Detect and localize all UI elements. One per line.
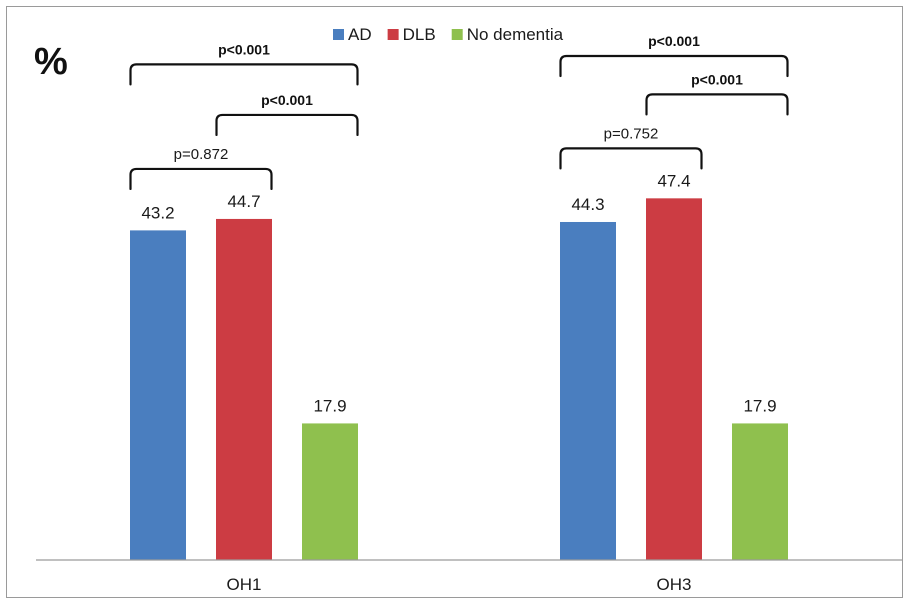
p-value-label: p<0.001 [691, 71, 743, 87]
legend: AD DLB No dementia [333, 25, 564, 44]
value-label: 17.9 [743, 396, 776, 415]
legend-swatch [451, 29, 463, 40]
category-label: OH1 [227, 575, 262, 594]
significance-brackets: p<0.001 p<0.001 p=0.872 p<0.001 p<0.001 p=0.7… [129, 33, 789, 191]
p-value-label: p<0.001 [218, 41, 270, 57]
p-value-label: p<0.001 [648, 33, 700, 49]
significance-bracket [559, 54, 789, 78]
bar-oh1-dlb [216, 218, 272, 560]
p-value-label: p=0.752 [604, 125, 659, 142]
bar-oh3-no-dementia [732, 423, 788, 560]
bar-oh1-no-dementia [302, 423, 358, 560]
value-label: 44.3 [571, 195, 604, 214]
y-axis-unit: % [34, 41, 68, 83]
bar-oh1-ad [130, 230, 186, 560]
significance-bracket [215, 113, 359, 137]
bar-oh3-ad [560, 221, 616, 560]
significance-bracket [645, 93, 789, 116]
value-label: 17.9 [313, 396, 346, 415]
legend-label: DLB [403, 25, 436, 44]
significance-bracket [129, 63, 359, 86]
value-label: 44.7 [227, 192, 260, 211]
value-labels: 43.2 44.7 17.9 44.3 47.4 17.9 [141, 171, 776, 415]
value-label: 47.4 [657, 171, 690, 190]
significance-bracket [559, 147, 703, 170]
bar-oh3-dlb [646, 198, 702, 560]
value-label: 43.2 [141, 203, 174, 222]
category-labels: OH1 OH3 [227, 575, 692, 594]
legend-label: AD [348, 25, 372, 44]
bars [130, 198, 788, 560]
p-value-label: p=0.872 [174, 146, 229, 163]
legend-swatch [333, 29, 344, 40]
legend-swatch [387, 29, 399, 40]
p-value-label: p<0.001 [261, 92, 313, 108]
category-label: OH3 [657, 575, 692, 594]
legend-label: No dementia [467, 25, 564, 44]
significance-bracket [129, 167, 273, 191]
